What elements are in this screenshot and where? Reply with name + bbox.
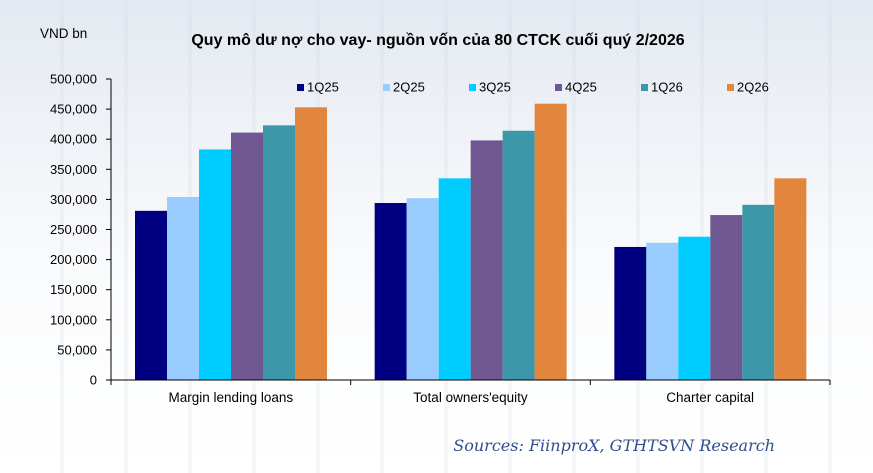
legend-label-1q25: 1Q25 [307,80,339,95]
bar-1q25-2 [374,203,407,380]
y-tick-label: 450,000 [50,102,97,117]
bar-2q25-3 [646,242,679,380]
y-tick-label: 500,000 [50,72,97,87]
bar-4q25-1 [231,132,263,380]
legend-label-4q25: 4Q25 [565,80,597,95]
y-tick-label: 200,000 [50,252,97,267]
bar-2q26-1 [295,107,327,380]
chart-title: Quy mô dư nợ cho vay- nguồn vốn của 80 C… [191,32,684,49]
legend-swatch-2q25 [383,84,390,91]
bar-4q25-3 [710,215,743,380]
bar-1q26-1 [263,125,295,380]
bar-4q25-2 [470,140,503,380]
y-tick-label: 50,000 [57,342,97,357]
legend-swatch-1q25 [297,84,304,91]
y-tick-label: 350,000 [50,162,97,177]
legend-swatch-1q26 [641,84,648,91]
bar-3q25-1 [199,149,231,380]
bar-1q26-3 [742,204,775,380]
bar-2q26-2 [534,103,567,380]
legend-label-3q25: 3Q25 [479,80,511,95]
bar-2q26-3 [774,178,807,380]
legend-swatch-3q25 [469,84,476,91]
bar-1q25-1 [135,210,167,380]
y-tick-label: 400,000 [50,132,97,147]
y-tick-label: 250,000 [50,222,97,237]
bar-2q25-2 [406,198,439,380]
legend-label-2q25: 2Q25 [393,80,425,95]
bar-3q25-2 [438,178,471,380]
bar-3q25-3 [678,236,711,380]
bar-1q26-2 [502,130,535,380]
y-tick-label: 0 [90,373,97,388]
bar-1q25-3 [614,246,647,380]
y-tick-label: 150,000 [50,282,97,297]
x-category-label: Charter capital [666,390,754,405]
x-category-label: Total owners'equity [413,390,528,405]
y-tick-label: 100,000 [50,312,97,327]
bar-2q25-1 [167,196,199,380]
legend-label-1q26: 1Q26 [651,80,683,95]
y-tick-label: 300,000 [50,192,97,207]
x-category-label: Margin lending loans [169,390,294,405]
legend-swatch-4q25 [555,84,562,91]
legend-label-2q26: 2Q26 [737,80,769,95]
y-axis-unit-label: VND bn [40,26,87,41]
source-note: Sources: FiinproX, GTHTSVN Research [453,436,775,455]
legend-swatch-2q26 [727,84,734,91]
